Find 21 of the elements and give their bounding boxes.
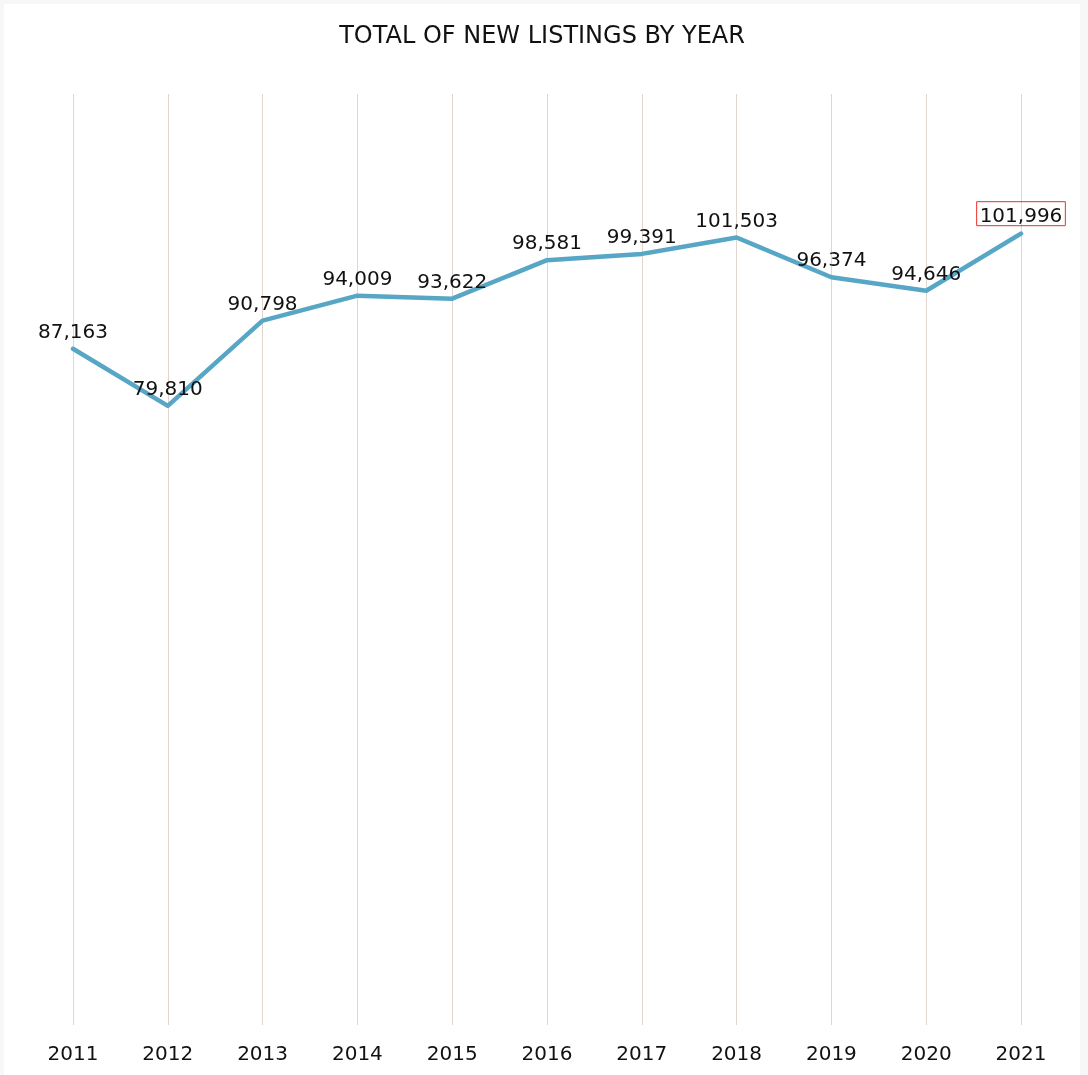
data-label: 90,798 bbox=[227, 290, 298, 315]
x-tick-label: 2019 bbox=[805, 1041, 857, 1065]
x-tick-label: 2016 bbox=[521, 1041, 573, 1065]
x-tick-label: 2012 bbox=[142, 1041, 194, 1065]
data-label: 101,503 bbox=[695, 207, 778, 232]
x-tick-label: 2020 bbox=[900, 1041, 952, 1065]
data-label: 94,009 bbox=[322, 265, 393, 290]
x-tick-label: 2021 bbox=[995, 1041, 1047, 1065]
data-label: 101,996 bbox=[979, 202, 1063, 227]
x-tick-label: 2018 bbox=[711, 1041, 763, 1065]
chart-title: TOTAL OF NEW LISTINGS BY YEAR bbox=[338, 21, 745, 49]
x-tick-label: 2013 bbox=[237, 1041, 289, 1065]
data-label: 98,581 bbox=[512, 230, 582, 255]
x-tick-label: 2017 bbox=[616, 1041, 668, 1065]
x-tick-label: 2014 bbox=[331, 1041, 383, 1065]
data-label: 99,391 bbox=[606, 223, 677, 248]
data-label: 96,374 bbox=[796, 247, 867, 272]
x-tick-label: 2011 bbox=[47, 1041, 99, 1065]
data-label: 93,622 bbox=[417, 268, 488, 293]
x-tick-label: 2015 bbox=[426, 1041, 478, 1065]
data-label: 87,163 bbox=[38, 318, 108, 343]
